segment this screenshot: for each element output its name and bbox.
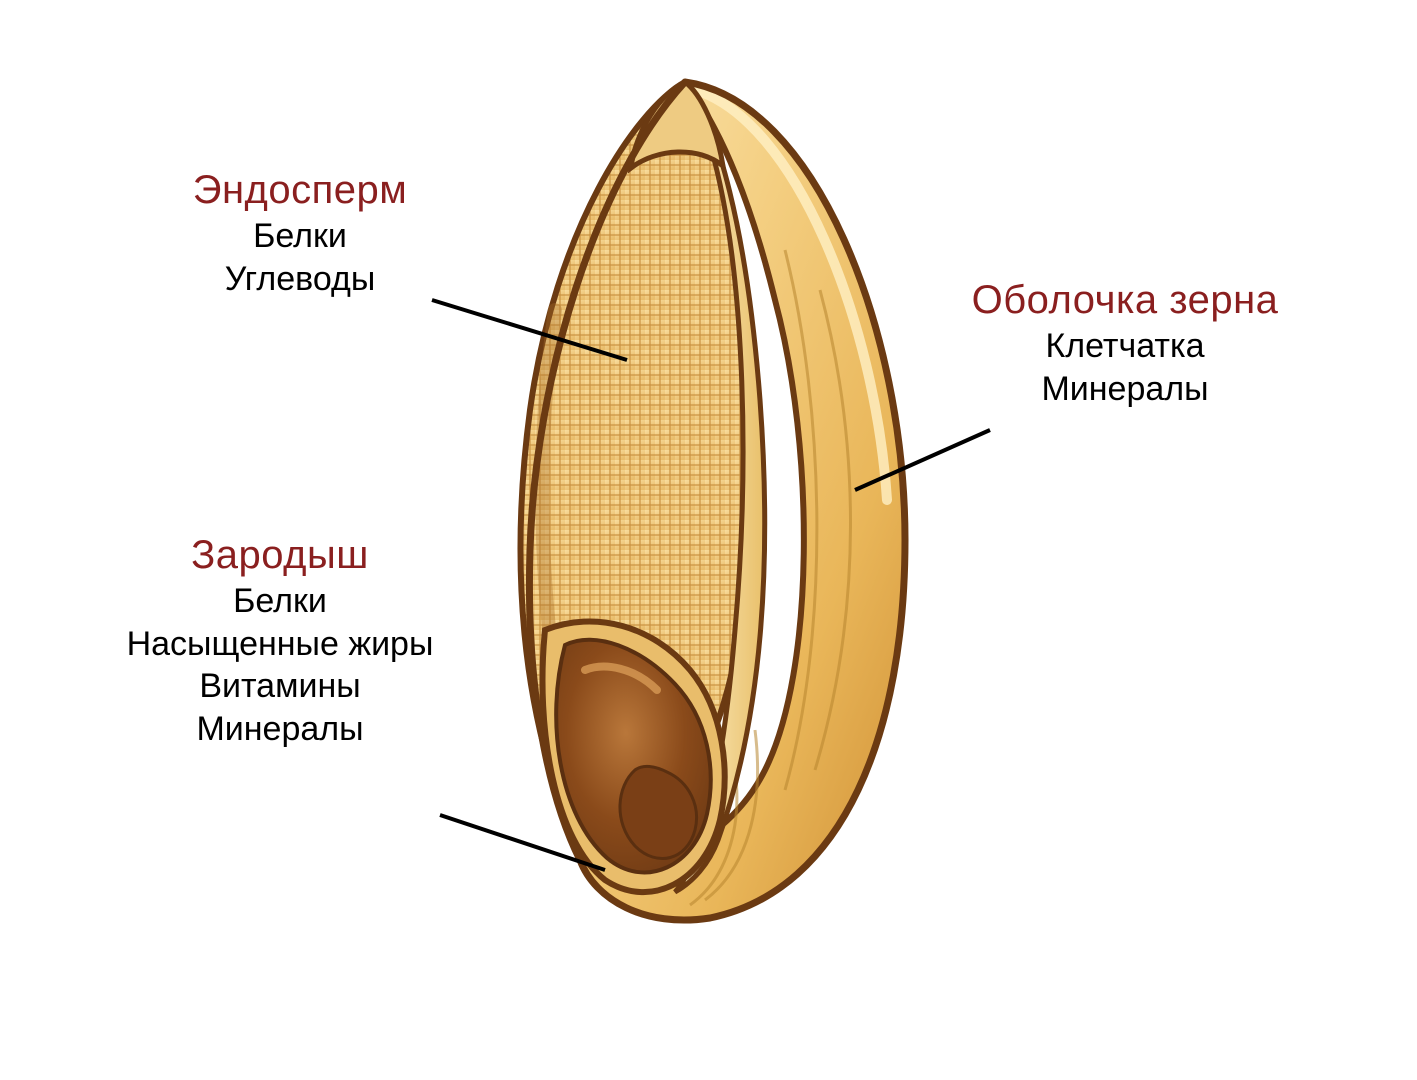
label-germ-line-3: Минералы — [95, 708, 465, 751]
label-endosperm-line-0: Белки — [150, 215, 450, 258]
label-bran-line-0: Клетчатка — [935, 325, 1315, 368]
label-endosperm-line-1: Углеводы — [150, 258, 450, 301]
label-germ: Зародыш Белки Насыщенные жиры Витамины М… — [95, 530, 465, 750]
label-bran-line-1: Минералы — [935, 368, 1315, 411]
label-bran: Оболочка зерна Клетчатка Минералы — [935, 275, 1315, 410]
label-germ-title: Зародыш — [95, 530, 465, 580]
label-endosperm-title: Эндосперм — [150, 165, 450, 215]
label-germ-line-0: Белки — [95, 580, 465, 623]
grain-illustration — [485, 70, 915, 930]
label-endosperm: Эндосперм Белки Углеводы — [150, 165, 450, 300]
diagram-stage: Эндосперм Белки Углеводы Зародыш Белки Н… — [0, 0, 1417, 1080]
label-germ-line-2: Витамины — [95, 665, 465, 708]
label-germ-line-1: Насыщенные жиры — [95, 623, 465, 666]
label-bran-title: Оболочка зерна — [935, 275, 1315, 325]
